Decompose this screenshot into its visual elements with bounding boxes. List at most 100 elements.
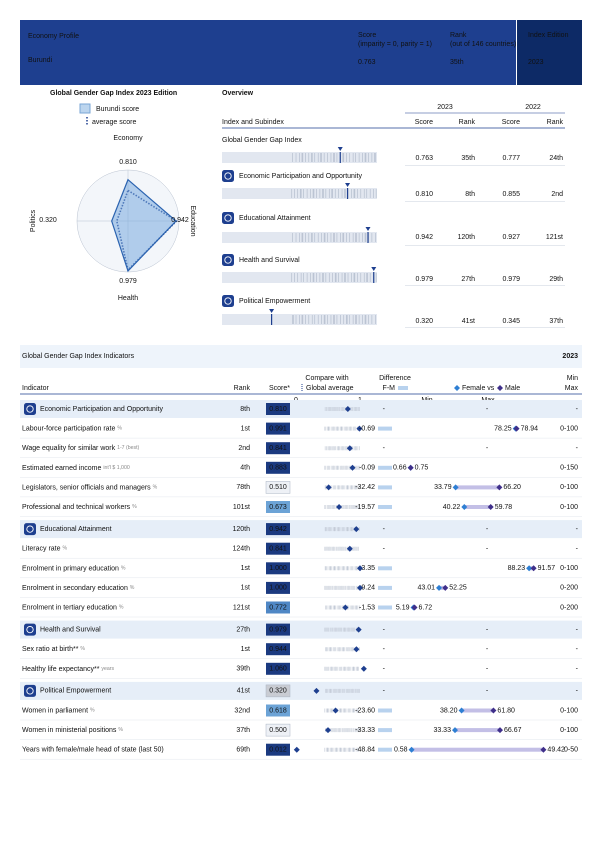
column-header: Score xyxy=(415,119,433,126)
diff-cell: - xyxy=(383,666,386,673)
overview-cell: 0.979 xyxy=(415,276,433,283)
rank-cell: 124th xyxy=(232,546,250,553)
indicator-label: Literacy rate xyxy=(22,546,61,553)
diff-bar xyxy=(378,465,392,470)
indicator-label: Estimated earned income xyxy=(22,465,101,472)
range-cell: 0-150 xyxy=(560,465,578,472)
diff-cell: - xyxy=(383,406,386,413)
legend-label: average score xyxy=(92,119,136,126)
female-marker xyxy=(451,727,458,734)
female-value: 33.33 xyxy=(433,727,451,734)
gap-bar xyxy=(455,485,500,490)
diff-bar xyxy=(378,426,392,431)
diff-cell: -23.60 xyxy=(355,707,375,714)
column-header: Male xyxy=(505,385,520,392)
compare-marker xyxy=(356,425,363,432)
range-cell: 0-100 xyxy=(560,565,578,572)
range-cell: 0-200 xyxy=(560,585,578,592)
range-cell: - xyxy=(576,526,579,533)
radar-value: 0.979 xyxy=(119,278,137,285)
subindex-name: Educational Attainment xyxy=(239,215,311,222)
male-value: 66.20 xyxy=(503,484,521,491)
score-cell: 0.991 xyxy=(269,425,287,432)
indicator-label: Labour-force participation rate xyxy=(22,425,115,432)
section-name: Health and Survival xyxy=(40,626,101,633)
rank-cell: 27th xyxy=(236,626,250,633)
male-marker xyxy=(496,484,503,491)
score-box xyxy=(265,684,291,698)
section-name: Economic Participation and Opportunity xyxy=(40,406,163,413)
score-cell: 0.618 xyxy=(269,707,287,714)
overview-cell: 8th xyxy=(465,191,475,198)
score-strip xyxy=(222,188,377,199)
range-cell: 0-50 xyxy=(564,747,578,754)
diff-bar xyxy=(378,728,392,733)
indicator-label: Legislators, senior officials and manage… xyxy=(22,484,151,491)
compare-marker xyxy=(353,526,360,533)
radar-axis-label: Health xyxy=(118,295,138,302)
score-label: Score xyxy=(358,32,376,39)
overview-cell: 0.927 xyxy=(502,234,520,241)
compare-marker xyxy=(353,646,360,653)
indicators-band xyxy=(20,345,582,368)
indicator-name: Enrolment in primary education % xyxy=(22,565,126,572)
indicator-name: Estimated earned income int'l $ 1,000 xyxy=(22,465,130,472)
female-male-cell: - xyxy=(486,646,489,653)
score-cell: 0.841 xyxy=(269,445,287,452)
section-band xyxy=(20,681,582,700)
economy-profile-label: Economy Profile xyxy=(28,33,79,40)
male-value: 61.80 xyxy=(497,707,515,714)
overview-title: Overview xyxy=(222,90,254,97)
indicator-label: Enrolment in primary education xyxy=(22,565,119,572)
rank-cell: 1st xyxy=(241,565,250,572)
indicator-unit: % xyxy=(80,647,85,653)
female-value: 33.79 xyxy=(434,484,452,491)
female-value: 88.23 xyxy=(508,565,526,572)
diff-cell: -0.09 xyxy=(359,465,375,472)
score-box xyxy=(266,601,290,614)
score-box xyxy=(266,403,290,415)
year-header: 2022 xyxy=(525,104,541,111)
section-icon xyxy=(24,403,36,415)
radar-axis-label: Politics xyxy=(30,209,37,232)
indicator-name: Labour-force participation rate % xyxy=(22,425,122,432)
indicator-label: Healthy life expectancy** xyxy=(22,666,100,673)
score-cell: 0.320 xyxy=(269,688,287,695)
diff-cell: -32.42 xyxy=(355,484,375,491)
compare-marker xyxy=(349,464,356,471)
range-cell: - xyxy=(576,666,579,673)
legend-label: Burundi score xyxy=(96,106,139,113)
section-band xyxy=(20,520,582,539)
overview-cell: 0.777 xyxy=(502,155,520,162)
indicator-name: Enrolment in secondary education % xyxy=(22,585,135,592)
diff-cell: - xyxy=(383,546,386,553)
female-value: 5.19 xyxy=(396,604,410,611)
radar-axis-label: Economy xyxy=(113,135,143,142)
compare-marker xyxy=(336,504,343,510)
section-icon-glyph xyxy=(224,256,232,264)
rank-label: Rank xyxy=(450,32,467,39)
score-box xyxy=(266,442,290,455)
range-cell: - xyxy=(576,646,579,653)
score-cell: 1.000 xyxy=(269,565,287,572)
score-pointer xyxy=(371,267,377,271)
diff-cell: - xyxy=(383,445,386,452)
section-icon-glyph xyxy=(26,405,34,413)
legend-diamond xyxy=(497,385,503,391)
range-cell: 0-100 xyxy=(560,707,578,714)
radar-title: Global Gender Gap Index 2023 Edition xyxy=(50,90,177,97)
overview-cell: 27th xyxy=(461,276,475,283)
female-marker xyxy=(461,504,468,510)
rank-cell: 1st xyxy=(241,585,250,592)
rank-cell: 120th xyxy=(232,526,250,533)
male-value: 91.57 xyxy=(538,565,556,572)
male-marker xyxy=(540,746,547,753)
diff-cell: -0.69 xyxy=(359,425,375,432)
diff-bar xyxy=(378,585,392,590)
section-icon xyxy=(222,170,234,182)
section-icon-glyph xyxy=(26,525,34,533)
range-cell: 0-100 xyxy=(560,484,578,491)
female-marker xyxy=(408,746,415,753)
